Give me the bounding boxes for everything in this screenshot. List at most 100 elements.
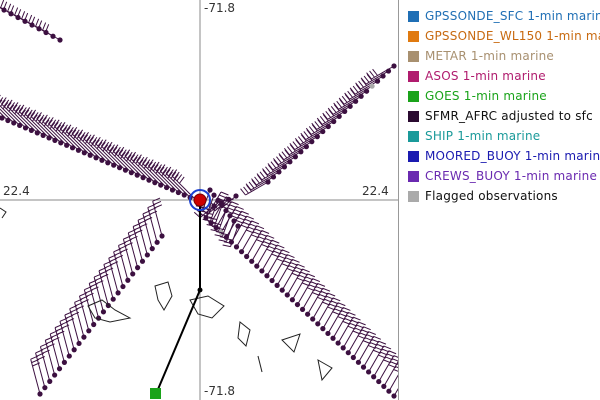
legend-swatch (408, 70, 419, 82)
wind-barb (386, 374, 398, 394)
barb-staff (24, 113, 50, 139)
legend-item[interactable]: CREWS_BUOY 1-min marine (408, 166, 600, 186)
wind-barb (294, 278, 321, 308)
barb-feather (276, 156, 282, 164)
legend-item[interactable]: MOORED_BUOY 1-min marine (408, 146, 600, 166)
barb-feather (142, 210, 151, 215)
barb-feather (41, 117, 47, 125)
barb-dot (284, 292, 290, 298)
barb-feather (90, 139, 97, 147)
barb-feather (73, 131, 79, 139)
wind-barb (65, 124, 93, 158)
barb-feather (156, 164, 162, 172)
barb-dot (40, 132, 46, 138)
legend-swatch (408, 90, 419, 102)
barb-staff (36, 118, 62, 144)
barb-feather (82, 134, 89, 142)
barb-staff (305, 126, 329, 140)
barb-dot (140, 175, 146, 181)
barb-dot (99, 157, 105, 163)
barb-feather (135, 156, 141, 164)
barb-feather (342, 307, 351, 311)
barb-staff (226, 220, 235, 242)
legend-swatch (408, 50, 419, 62)
legend-item[interactable]: GPSSONDE_WL150 1-min marine (408, 26, 600, 46)
barb-dot (207, 187, 213, 193)
barb-feather (220, 232, 229, 236)
barb-feather (216, 227, 225, 231)
barb-dot (226, 196, 232, 202)
wind-barb (214, 213, 233, 237)
barb-feather (241, 210, 249, 215)
barb-staff (30, 115, 56, 141)
barb-staff (378, 355, 395, 382)
barb-feather (89, 134, 95, 142)
barb-staff (246, 230, 263, 257)
barb-feather (273, 159, 280, 167)
barb-staff (360, 75, 384, 90)
barb-feather (31, 16, 36, 25)
wind-barb (59, 122, 87, 156)
barb-feather (74, 298, 83, 303)
barb-staff (327, 105, 351, 120)
wind-barb (254, 239, 280, 269)
barb-staff (136, 160, 162, 186)
wind-barb (320, 302, 346, 332)
wind-barb (64, 311, 77, 353)
barb-dot (281, 164, 288, 170)
barb-feather (91, 136, 98, 144)
barb-feather (32, 114, 38, 122)
wind-barb (0, 94, 23, 129)
legend-label: CREWS_BUOY 1-min marine (425, 169, 598, 183)
barb-staff (230, 225, 239, 247)
barb-feather (153, 161, 160, 169)
barb-feather (42, 22, 47, 31)
legend-item[interactable]: METAR 1-min marine (408, 46, 600, 66)
barb-feather (322, 287, 331, 292)
barb-dot (374, 78, 381, 84)
legend-item[interactable]: ASOS 1-min marine (408, 66, 600, 86)
barb-feather (297, 263, 305, 268)
barb-feather (236, 205, 244, 210)
legend-item[interactable]: GOES 1-min marine (408, 86, 600, 106)
wind-map-plot[interactable]: -71.8 -71.8 22.4 22.4 (0, 0, 399, 400)
barb-staff (118, 245, 129, 281)
legend-item[interactable]: SFMR_AFRC adjusted to sfc (408, 106, 600, 126)
wind-barb (330, 311, 356, 341)
legend-item[interactable]: GPSSONDE_SFC 1-min marine (408, 6, 600, 26)
barb-feather (77, 129, 84, 137)
barb-staff (214, 205, 223, 227)
wind-barb (132, 222, 146, 264)
barb-feather (2, 102, 9, 110)
barb-feather (352, 85, 359, 93)
barb-staff (310, 121, 334, 135)
barb-staff (103, 264, 114, 300)
wind-barb (0, 99, 17, 126)
wind-barb (264, 249, 290, 279)
barb-dot (125, 277, 131, 283)
wind-barb (130, 151, 158, 186)
barb-dot (120, 283, 126, 290)
barb-feather (118, 241, 127, 246)
barb-staff (245, 181, 269, 196)
legend-item[interactable]: Flagged observations (408, 186, 600, 206)
legend-label: GPSSONDE_SFC 1-min marine (425, 9, 600, 23)
island-outline (237, 321, 251, 347)
barb-feather (266, 234, 275, 239)
track-line (155, 200, 201, 395)
barb-staff (69, 308, 80, 344)
barb-feather (251, 220, 260, 225)
barb-feather (270, 161, 277, 169)
barb-dot (71, 347, 77, 353)
barb-feather (215, 230, 224, 234)
wind-barb (147, 203, 160, 245)
barb-dot (181, 192, 187, 198)
barb-dot (144, 252, 150, 258)
barb-feather (312, 278, 321, 283)
barb-staff (332, 312, 349, 339)
barb-dot (298, 149, 304, 155)
barb-staff (93, 276, 104, 312)
barb-dot (331, 118, 337, 125)
barb-staff (152, 201, 163, 237)
legend-item[interactable]: SHIP 1-min marine (408, 126, 600, 146)
